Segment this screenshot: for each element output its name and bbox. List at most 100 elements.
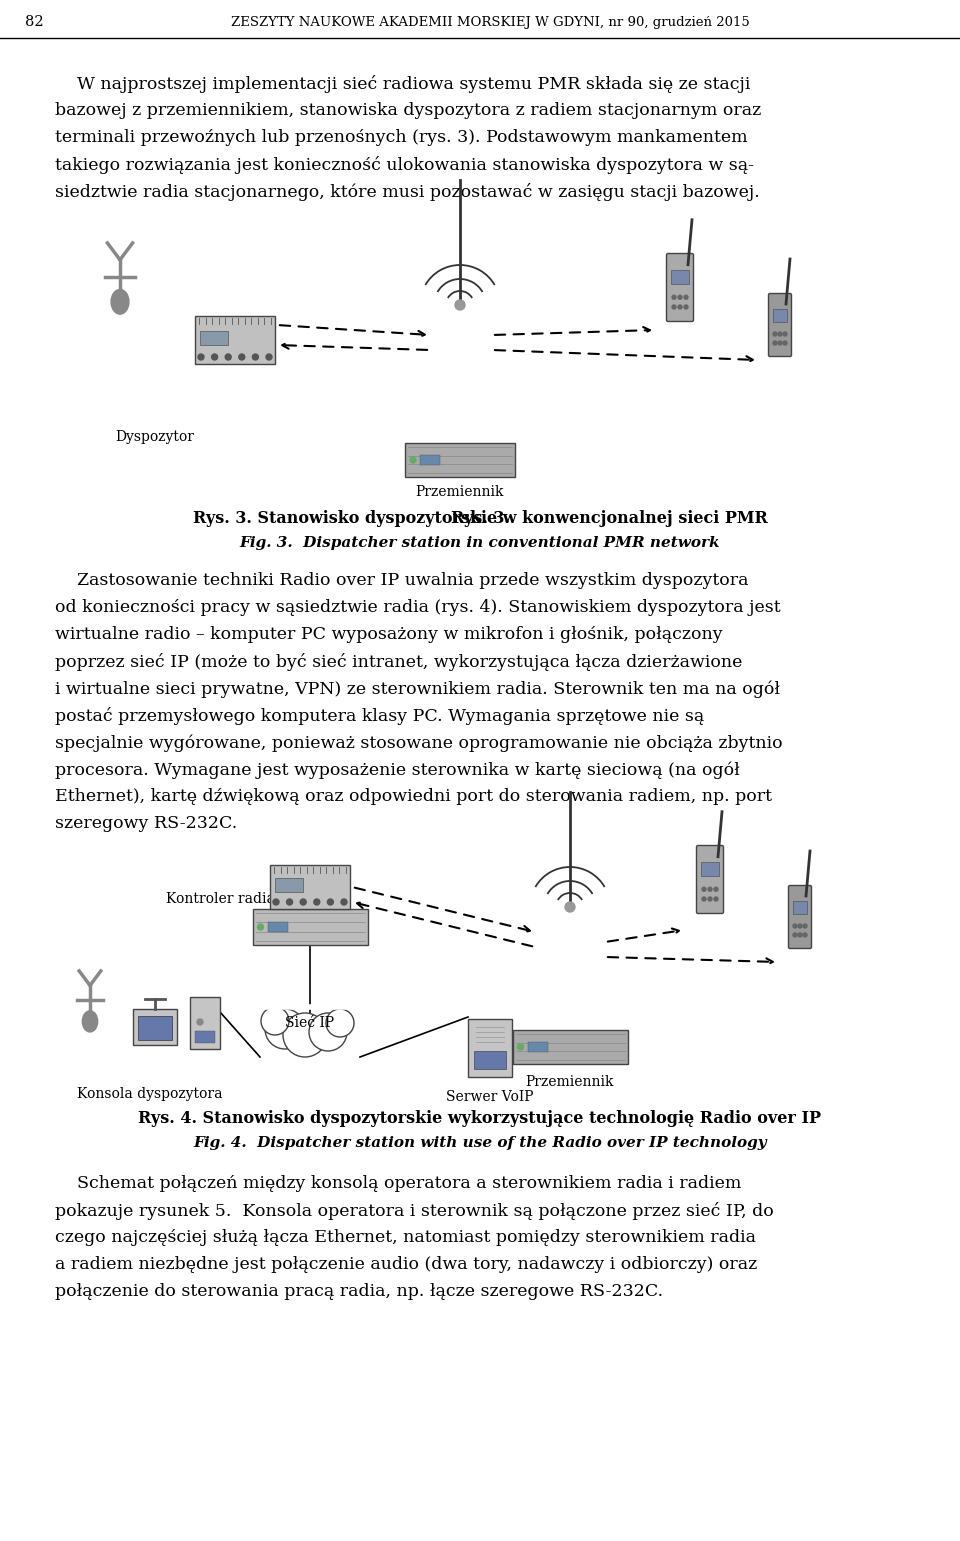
Circle shape <box>708 888 712 891</box>
Text: Przemiennik: Przemiennik <box>416 485 504 499</box>
Circle shape <box>252 354 258 361</box>
Circle shape <box>341 898 347 905</box>
Circle shape <box>517 1043 523 1049</box>
Circle shape <box>300 898 306 905</box>
Text: pokazuje rysunek 5.  Konsola operatora i sterownik są połączone przez sieć IP, d: pokazuje rysunek 5. Konsola operatora i … <box>55 1202 774 1220</box>
Bar <box>190 997 220 1049</box>
Text: Rys. 3.: Rys. 3. <box>450 510 510 527</box>
Text: procesora. Wymagane jest wyposażenie sterownika w kartę sieciową (na ogół: procesora. Wymagane jest wyposażenie ste… <box>55 761 740 778</box>
Text: postać przemysłowego komputera klasy PC. Wymagania sprzętowe nie są: postać przemysłowego komputera klasy PC.… <box>55 707 705 724</box>
Text: bazowej z przemiennikiem, stanowiska dyspozytora z radiem stacjonarnym oraz: bazowej z przemiennikiem, stanowiska dys… <box>55 102 761 119</box>
Circle shape <box>702 897 706 901</box>
Circle shape <box>778 331 782 336</box>
Circle shape <box>798 932 802 937</box>
Circle shape <box>565 901 575 912</box>
Bar <box>513 1029 628 1063</box>
Bar <box>275 878 303 892</box>
Circle shape <box>773 341 777 345</box>
Circle shape <box>266 354 272 361</box>
Text: Konsola dyspozytora: Konsola dyspozytora <box>77 1086 223 1100</box>
Circle shape <box>672 305 676 310</box>
Text: od konieczności pracy w sąsiedztwie radia (rys. 4). Stanowiskiem dyspozytora jes: od konieczności pracy w sąsiedztwie radi… <box>55 599 780 616</box>
Text: Dyspozytor: Dyspozytor <box>115 430 195 444</box>
Text: wirtualne radio – komputer PC wyposażony w mikrofon i głośnik, połączony: wirtualne radio – komputer PC wyposażony… <box>55 626 723 643</box>
Bar <box>195 316 275 364</box>
Circle shape <box>326 1009 354 1037</box>
Text: W najprostszej implementacji sieć radiowa systemu PMR składa się ze stacji: W najprostszej implementacji sieć radiow… <box>55 76 751 92</box>
Bar <box>793 901 807 914</box>
Circle shape <box>314 898 320 905</box>
Text: specjalnie wygórowane, ponieważ stosowane oprogramowanie nie obciąża zbytnio: specjalnie wygórowane, ponieważ stosowan… <box>55 734 782 752</box>
Circle shape <box>261 1006 289 1036</box>
Circle shape <box>678 305 682 310</box>
Text: takiego rozwiązania jest konieczność ulokowania stanowiska dyspozytora w są-: takiego rozwiązania jest konieczność ulo… <box>55 156 754 174</box>
Text: Fig. 3.  Dispatcher station in conventional PMR network: Fig. 3. Dispatcher station in convention… <box>240 536 720 550</box>
Text: poprzez sieć IP (może to być sieć intranet, wykorzystująca łącza dzierżawione: poprzez sieć IP (może to być sieć intran… <box>55 653 742 670</box>
Text: siedztwie radia stacjonarnego, które musi pozostawać w zasięgu stacji bazowej.: siedztwie radia stacjonarnego, które mus… <box>55 183 759 200</box>
Circle shape <box>773 331 777 336</box>
Text: Zastosowanie techniki Radio over IP uwalnia przede wszystkim dyspozytora: Zastosowanie techniki Radio over IP uwal… <box>55 572 749 589</box>
Circle shape <box>684 296 688 299</box>
Text: 82: 82 <box>25 15 43 29</box>
Circle shape <box>803 925 807 928</box>
Text: Rys. 4. Stanowisko dyspozytorskie wykorzystujące technologię Radio over IP: Rys. 4. Stanowisko dyspozytorskie wykorz… <box>138 1110 822 1126</box>
Circle shape <box>265 1009 305 1049</box>
Text: Ethernet), kartę dźwiękową oraz odpowiedni port do sterowania radiem, np. port: Ethernet), kartę dźwiękową oraz odpowied… <box>55 787 772 804</box>
FancyBboxPatch shape <box>788 886 811 949</box>
Circle shape <box>708 897 712 901</box>
Circle shape <box>714 897 718 901</box>
Bar <box>405 442 515 478</box>
Bar <box>420 455 440 465</box>
Bar <box>474 1051 506 1069</box>
Bar <box>527 1042 547 1053</box>
Bar <box>701 861 719 877</box>
Bar <box>260 1006 360 1037</box>
Circle shape <box>783 331 787 336</box>
Ellipse shape <box>111 290 129 314</box>
Circle shape <box>257 925 263 931</box>
Circle shape <box>803 932 807 937</box>
Circle shape <box>309 1012 347 1051</box>
Circle shape <box>239 354 245 361</box>
Text: ZESZYTY NAUKOWE AKADEMII MORSKIEJ W GDYNI, nr 90, grudzień 2015: ZESZYTY NAUKOWE AKADEMII MORSKIEJ W GDYN… <box>230 15 750 28</box>
Circle shape <box>327 898 333 905</box>
Bar <box>138 1016 172 1040</box>
Circle shape <box>783 341 787 345</box>
Circle shape <box>455 300 465 310</box>
Bar <box>133 1009 177 1045</box>
Bar <box>270 865 350 909</box>
Circle shape <box>211 354 218 361</box>
Circle shape <box>410 458 416 462</box>
Circle shape <box>226 354 231 361</box>
Circle shape <box>714 888 718 891</box>
FancyBboxPatch shape <box>666 254 693 322</box>
Text: połączenie do sterowania pracą radia, np. łącze szeregowe RS-232C.: połączenie do sterowania pracą radia, np… <box>55 1284 663 1301</box>
Text: i wirtualne sieci prywatne, VPN) ze sterownikiem radia. Sterownik ten ma na ogół: i wirtualne sieci prywatne, VPN) ze ster… <box>55 680 780 698</box>
Text: Rys. 3. Stanowisko dyspozytorskie w konwencjonalnej sieci PMR: Rys. 3. Stanowisko dyspozytorskie w konw… <box>193 510 767 527</box>
Bar <box>195 1031 215 1043</box>
Text: Sieć IP: Sieć IP <box>285 1016 335 1029</box>
FancyBboxPatch shape <box>697 846 724 914</box>
Text: Kontroler radia: Kontroler radia <box>165 892 275 906</box>
Text: Serwer VoIP: Serwer VoIP <box>446 1089 534 1103</box>
Circle shape <box>702 888 706 891</box>
Ellipse shape <box>83 1011 98 1032</box>
FancyBboxPatch shape <box>769 293 791 356</box>
Circle shape <box>287 898 293 905</box>
Text: czego najczęściej służą łącza Ethernet, natomiast pomiędzy sterownikiem radia: czego najczęściej służą łącza Ethernet, … <box>55 1230 756 1247</box>
Text: a radiem niezbędne jest połączenie audio (dwa tory, nadawczy i odbiorczy) oraz: a radiem niezbędne jest połączenie audio… <box>55 1256 757 1273</box>
Circle shape <box>778 341 782 345</box>
Circle shape <box>283 1012 327 1057</box>
Bar <box>252 909 368 945</box>
Circle shape <box>798 925 802 928</box>
Text: Fig. 4.  Dispatcher station with use of the Radio over IP technology: Fig. 4. Dispatcher station with use of t… <box>193 1136 767 1150</box>
Circle shape <box>793 932 797 937</box>
Bar <box>773 308 787 322</box>
Circle shape <box>672 296 676 299</box>
Text: Przemiennik: Przemiennik <box>526 1076 614 1089</box>
Circle shape <box>273 898 279 905</box>
Text: terminali przewoźnych lub przenośnych (rys. 3). Podstawowym mankamentem: terminali przewoźnych lub przenośnych (r… <box>55 129 748 146</box>
Text: szeregowy RS-232C.: szeregowy RS-232C. <box>55 815 237 832</box>
Bar <box>468 1019 512 1077</box>
Text: Schemat połączeń między konsolą operatora a sterownikiem radia i radiem: Schemat połączeń między konsolą operator… <box>55 1174 741 1193</box>
